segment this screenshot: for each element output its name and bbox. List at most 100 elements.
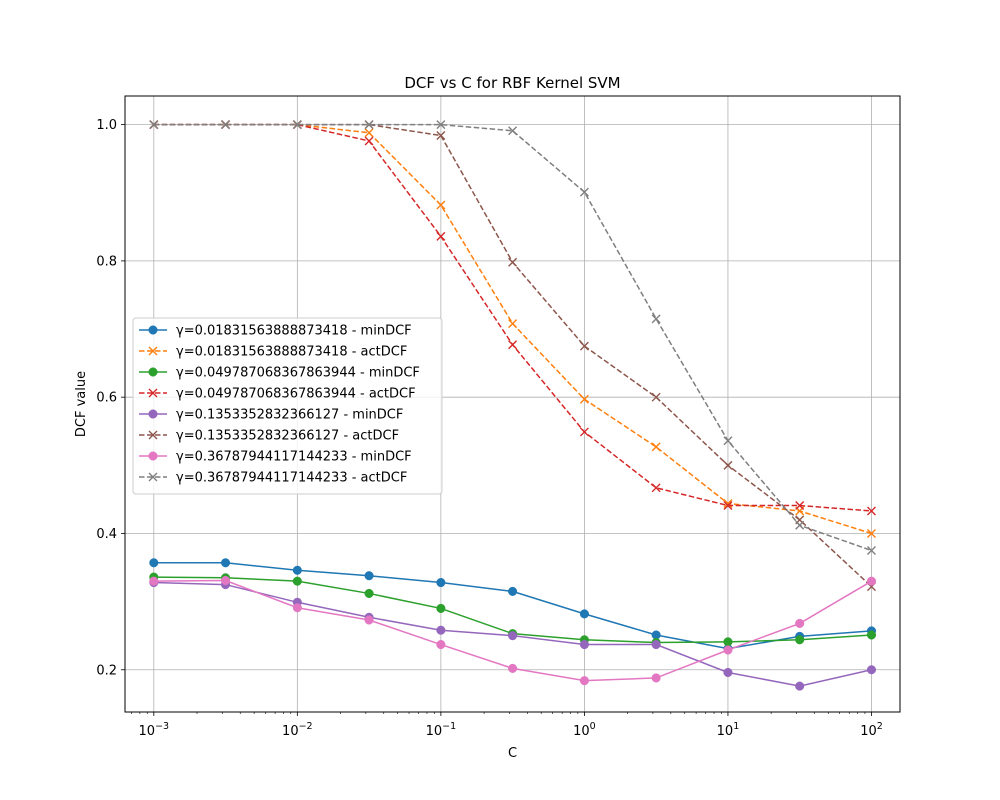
data-point: [508, 663, 518, 673]
legend-label: γ=0.1353352832366127 - minDCF: [176, 408, 403, 423]
data-point: [364, 128, 374, 138]
y-axis-label: DCF value: [74, 371, 89, 437]
data-point: [795, 520, 805, 530]
legend-entry: γ=0.36787944117144233 - minDCF: [139, 450, 412, 465]
legend-entry: γ=0.1353352832366127 - actDCF: [139, 429, 399, 444]
data-point: [292, 576, 302, 586]
data-point: [579, 639, 589, 650]
legend-marker: [148, 388, 158, 398]
legend-label: γ=0.36787944117144233 - minDCF: [176, 450, 412, 465]
plot-series: [149, 120, 877, 691]
data-point: [866, 506, 876, 516]
x-tick-label: 100: [573, 721, 596, 739]
legend-entry: γ=0.049787068367863944 - actDCF: [139, 387, 416, 402]
y-tick-label: 0.4: [96, 527, 117, 542]
data-point: [508, 631, 518, 641]
legend-marker: [148, 409, 158, 419]
legend-marker: [148, 325, 158, 335]
data-point: [723, 501, 733, 511]
data-point: [579, 187, 589, 197]
data-point: [508, 586, 518, 596]
data-point: [651, 442, 661, 452]
x-tick-label: 101: [717, 721, 740, 739]
series-7: [149, 120, 876, 555]
data-point: [436, 120, 446, 130]
data-point: [723, 436, 733, 446]
data-point: [149, 120, 159, 130]
data-point: [651, 314, 661, 324]
data-point: [579, 427, 589, 437]
data-point: [651, 392, 661, 402]
data-point: [220, 558, 231, 568]
plot-frame: [124, 95, 901, 713]
data-point: [723, 637, 733, 647]
data-point: [436, 603, 446, 613]
legend-marker: [148, 430, 158, 440]
data-point: [651, 483, 661, 493]
legend-label: γ=0.1353352832366127 - actDCF: [176, 429, 399, 444]
series-6: [149, 575, 877, 686]
data-point: [364, 120, 374, 130]
x-tick-label: 102: [860, 721, 883, 739]
chart-title: DCF vs C for RBF Kernel SVM: [404, 74, 620, 92]
data-point: [149, 558, 159, 568]
x-tick-label: 10−1: [426, 721, 457, 739]
data-point: [508, 319, 518, 329]
legend-marker: [148, 472, 158, 482]
data-point: [364, 615, 374, 625]
data-point: [220, 575, 231, 586]
legend-entry: γ=0.01831563888873418 - minDCF: [139, 324, 412, 339]
legend-marker: [148, 346, 158, 356]
y-tick-label: 0.2: [96, 663, 117, 678]
x-axis-label: C: [508, 746, 517, 761]
data-point: [436, 577, 446, 588]
legend-entry: γ=0.01831563888873418 - actDCF: [139, 345, 407, 360]
data-point: [579, 341, 589, 351]
data-point: [795, 681, 805, 691]
data-point: [866, 630, 877, 640]
data-point: [795, 635, 805, 645]
data-point: [149, 576, 159, 586]
data-point: [795, 618, 805, 628]
data-point: [436, 231, 446, 241]
data-point: [436, 131, 446, 141]
legend-entry: γ=0.36787944117144233 - actDCF: [139, 471, 407, 486]
legend-label: γ=0.01831563888873418 - actDCF: [176, 345, 407, 360]
data-point: [579, 609, 589, 619]
data-point: [436, 200, 446, 210]
legend-entry: γ=0.1353352832366127 - minDCF: [139, 408, 403, 423]
data-point: [508, 340, 518, 350]
legend-label: γ=0.049787068367863944 - minDCF: [176, 366, 420, 381]
legend-label: γ=0.36787944117144233 - actDCF: [176, 471, 407, 486]
legend: γ=0.01831563888873418 - minDCF γ=0.018315…: [132, 317, 443, 495]
data-point: [651, 673, 661, 683]
data-point: [508, 126, 518, 136]
data-point: [292, 603, 302, 613]
data-point: [579, 676, 589, 686]
legend-label: γ=0.049787068367863944 - actDCF: [176, 387, 416, 402]
legend-box: [132, 317, 443, 495]
data-point: [723, 667, 733, 678]
y-tick-label: 0.6: [96, 391, 117, 406]
data-point: [436, 625, 446, 635]
y-tick-label: 1.0: [96, 118, 117, 133]
legend-entry: γ=0.049787068367863944 - minDCF: [139, 366, 420, 381]
data-point: [579, 394, 589, 404]
axis-ticks: 10−3 10−2 10−1 100 101 102 0.2 0.4 0.6 0.8 1.0: [96, 118, 882, 739]
data-point: [723, 645, 733, 655]
data-point: [364, 571, 374, 581]
data-point: [866, 665, 877, 675]
data-point: [364, 588, 374, 598]
data-point: [364, 136, 374, 146]
y-tick-label: 0.8: [96, 254, 117, 269]
series-line: [153, 123, 872, 552]
data-point: [795, 501, 805, 511]
data-point: [221, 120, 231, 130]
data-point: [723, 460, 733, 470]
data-point: [508, 257, 518, 267]
legend-label: γ=0.01831563888873418 - minDCF: [176, 324, 412, 339]
legend-marker: [148, 451, 158, 461]
data-point: [866, 546, 876, 555]
x-tick-label: 10−3: [139, 721, 170, 739]
